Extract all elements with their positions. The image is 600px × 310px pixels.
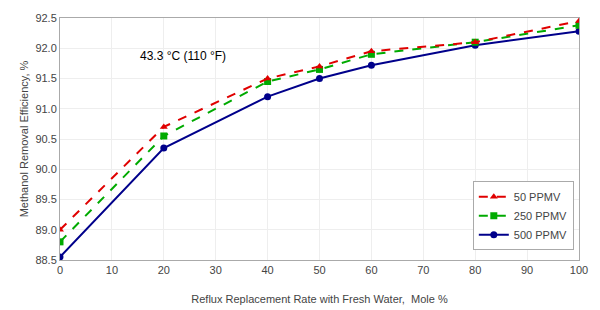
svg-text:89.5: 89.5 — [35, 193, 56, 205]
svg-text:50: 50 — [313, 264, 325, 276]
svg-text:20: 20 — [158, 264, 170, 276]
svg-text:90.5: 90.5 — [35, 133, 56, 145]
svg-text:60: 60 — [365, 264, 377, 276]
svg-text:30: 30 — [210, 264, 222, 276]
svg-text:91.0: 91.0 — [35, 103, 56, 115]
svg-text:92.5: 92.5 — [35, 12, 56, 24]
svg-text:91.5: 91.5 — [35, 72, 56, 84]
svg-text:0: 0 — [57, 264, 63, 276]
svg-text:Methanol Removal Efficiency, %: Methanol Removal Efficiency, % — [18, 60, 30, 217]
svg-text:100: 100 — [570, 264, 588, 276]
svg-text:10: 10 — [106, 264, 118, 276]
svg-text:80: 80 — [469, 264, 481, 276]
svg-text:88.5: 88.5 — [35, 254, 56, 266]
svg-text:40: 40 — [261, 264, 273, 276]
svg-text:90: 90 — [521, 264, 533, 276]
svg-text:500 PPMV: 500 PPMV — [514, 229, 567, 241]
svg-text:90.0: 90.0 — [35, 163, 56, 175]
svg-text:89.0: 89.0 — [35, 224, 56, 236]
svg-text:43.3 °C (110 °F): 43.3 °C (110 °F) — [140, 49, 226, 63]
svg-text:250 PPMV: 250 PPMV — [514, 210, 567, 222]
svg-text:92.0: 92.0 — [35, 42, 56, 54]
svg-text:50 PPMV: 50 PPMV — [514, 191, 561, 203]
svg-text:Reflux Replacement Rate with F: Reflux Replacement Rate with Fresh Water… — [191, 293, 448, 305]
svg-text:70: 70 — [417, 264, 429, 276]
